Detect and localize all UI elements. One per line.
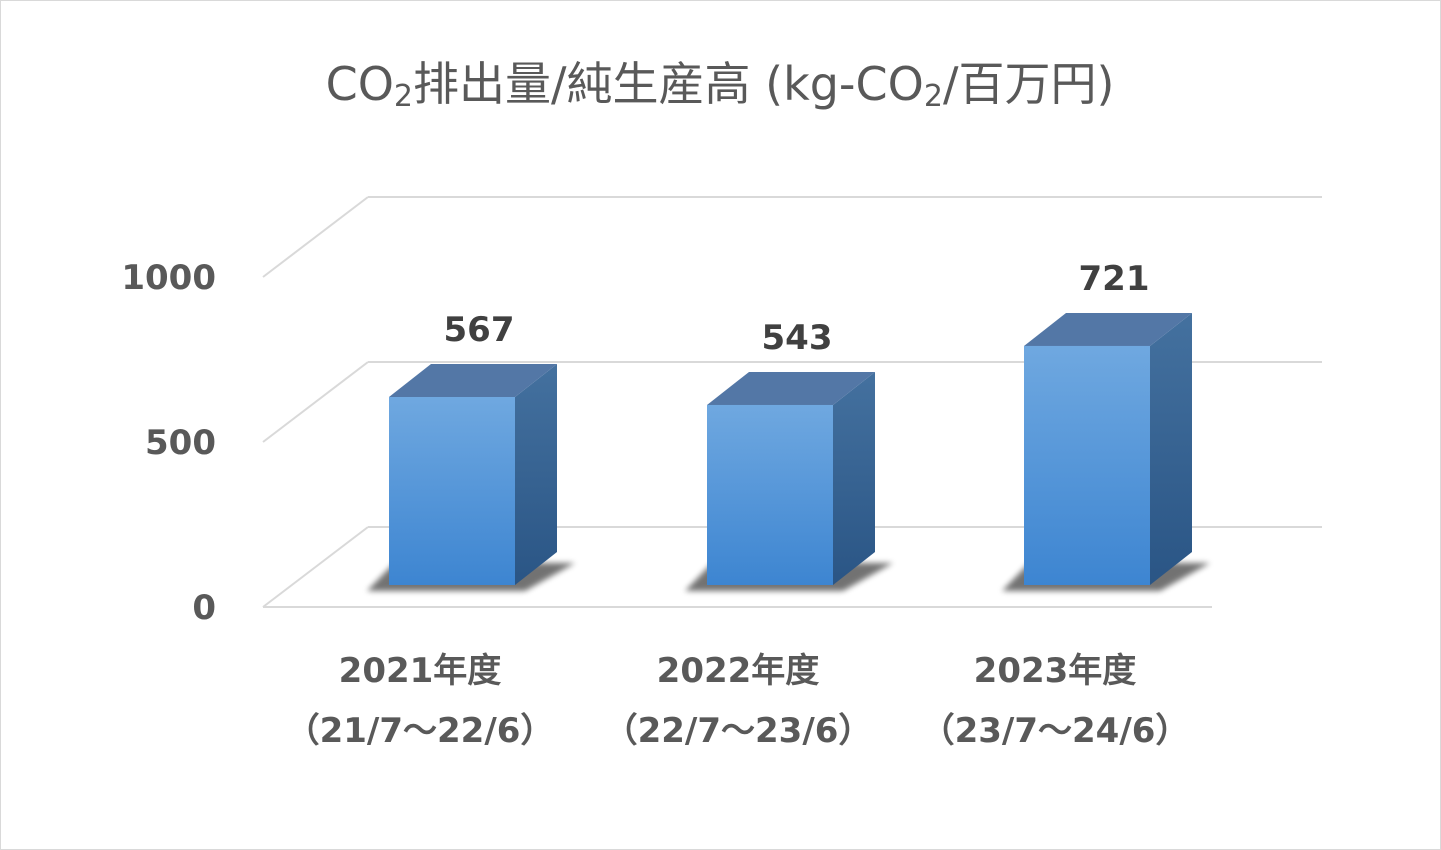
bar-front-face xyxy=(389,397,515,585)
x-tick-label: 2021年度 xyxy=(339,651,502,691)
y-axis-ticks: 0 500 1000 xyxy=(121,258,216,628)
x-tick-label: 2023年度 xyxy=(974,651,1137,691)
y-tick-label: 500 xyxy=(145,423,216,463)
value-labels: 567 543 721 xyxy=(444,259,1150,358)
x-tick-sublabel: （21/7～22/6） xyxy=(286,711,555,751)
bar xyxy=(1002,312,1210,591)
x-tick-sublabel: （22/7～23/6） xyxy=(604,711,873,751)
bar-front-face xyxy=(1024,345,1150,585)
bar-side-face xyxy=(833,371,875,585)
x-tick-sublabel: （23/7～24/6） xyxy=(921,711,1190,751)
data-label: 721 xyxy=(1079,259,1150,299)
gridline-diagonal xyxy=(262,361,369,443)
bar-front-face xyxy=(707,404,833,585)
x-tick-label: 2022年度 xyxy=(657,651,820,691)
gridline-diagonal xyxy=(262,196,369,278)
bars xyxy=(367,312,1210,591)
bar-side-face xyxy=(1150,312,1192,585)
x-axis-categories: 2021年度 （21/7～22/6） 2022年度 （22/7～23/6） 2023年度… xyxy=(286,651,1190,751)
bar xyxy=(367,364,575,591)
y-tick-label: 0 xyxy=(192,588,216,628)
bar-top-face xyxy=(389,364,557,397)
bar xyxy=(685,371,893,591)
chart-title: CO2排出量/純生産高 (kg-CO2/百万円) xyxy=(326,57,1115,114)
bar-top-face xyxy=(707,371,875,405)
bar-top-face xyxy=(1024,312,1192,346)
y-tick-label: 1000 xyxy=(121,258,216,298)
data-label: 567 xyxy=(444,310,515,350)
floor-diagonal xyxy=(262,526,369,608)
data-label: 543 xyxy=(762,318,833,358)
bar-side-face xyxy=(515,364,557,585)
